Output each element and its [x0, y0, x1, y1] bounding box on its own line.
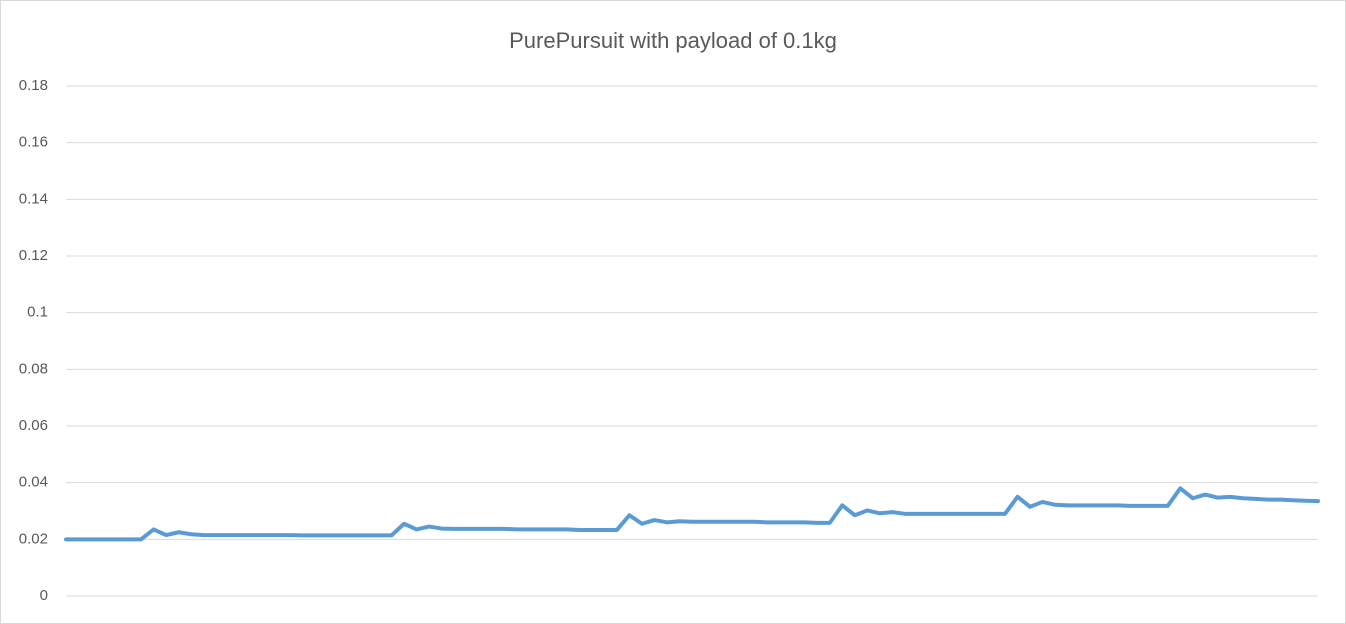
chart-title: PurePursuit with payload of 0.1kg: [509, 28, 837, 53]
y-tick-label: 0.14: [19, 190, 48, 207]
y-tick-label: 0.16: [19, 134, 48, 151]
y-tick-label: 0.12: [19, 247, 48, 264]
y-tick-label: 0.18: [19, 77, 48, 94]
line-series: [64, 486, 1320, 542]
y-tick-label: 0.08: [19, 360, 48, 377]
y-tick-label: 0: [40, 587, 48, 604]
y-tick-label: 0.02: [19, 530, 48, 547]
y-tick-label: 0.06: [19, 417, 48, 434]
y-tick-label: 0.1: [27, 304, 48, 321]
y-tick-label: 0.04: [19, 474, 48, 491]
